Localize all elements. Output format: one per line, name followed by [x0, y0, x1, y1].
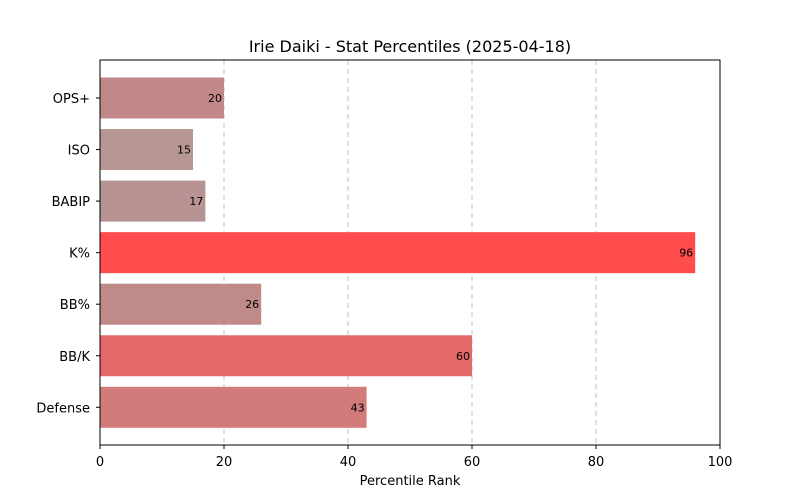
bar	[100, 283, 262, 325]
x-axis: 0 20 40 60 80 100	[96, 445, 733, 470]
chart-title: Irie Daiki - Stat Percentiles (2025-04-1…	[249, 37, 571, 56]
bar	[100, 232, 696, 274]
x-axis-label: Percentile Rank	[360, 474, 461, 489]
y-tick-label: K%	[69, 247, 90, 262]
y-tick-label: BB%	[60, 298, 90, 313]
y-tick-label: Defense	[36, 401, 90, 416]
bar	[100, 386, 367, 428]
bar	[100, 335, 472, 377]
data-label: 26	[245, 298, 259, 311]
bar	[100, 129, 193, 171]
x-tick-label: 80	[588, 455, 605, 470]
y-axis: OPS+ ISO BABIP K% BB% BB/K Defense	[36, 92, 100, 416]
bar	[100, 180, 206, 222]
bar	[100, 77, 224, 119]
y-tick-label: BB/K	[59, 350, 90, 365]
bars	[100, 77, 696, 428]
x-tick-label: 60	[464, 455, 481, 470]
x-tick-label: 40	[340, 455, 357, 470]
x-tick-label: 20	[216, 455, 233, 470]
data-label: 60	[456, 350, 470, 363]
x-tick-label: 100	[708, 455, 733, 470]
value-labels: 20 15 17 96 26 60 43	[177, 92, 693, 414]
data-label: 43	[351, 401, 365, 414]
data-label: 20	[208, 92, 222, 105]
x-tick-label: 0	[96, 455, 104, 470]
data-label: 17	[189, 195, 203, 208]
data-label: 96	[679, 247, 693, 260]
y-tick-label: OPS+	[53, 92, 90, 107]
y-tick-label: ISO	[68, 144, 90, 159]
data-label: 15	[177, 144, 191, 157]
y-tick-label: BABIP	[52, 195, 91, 210]
